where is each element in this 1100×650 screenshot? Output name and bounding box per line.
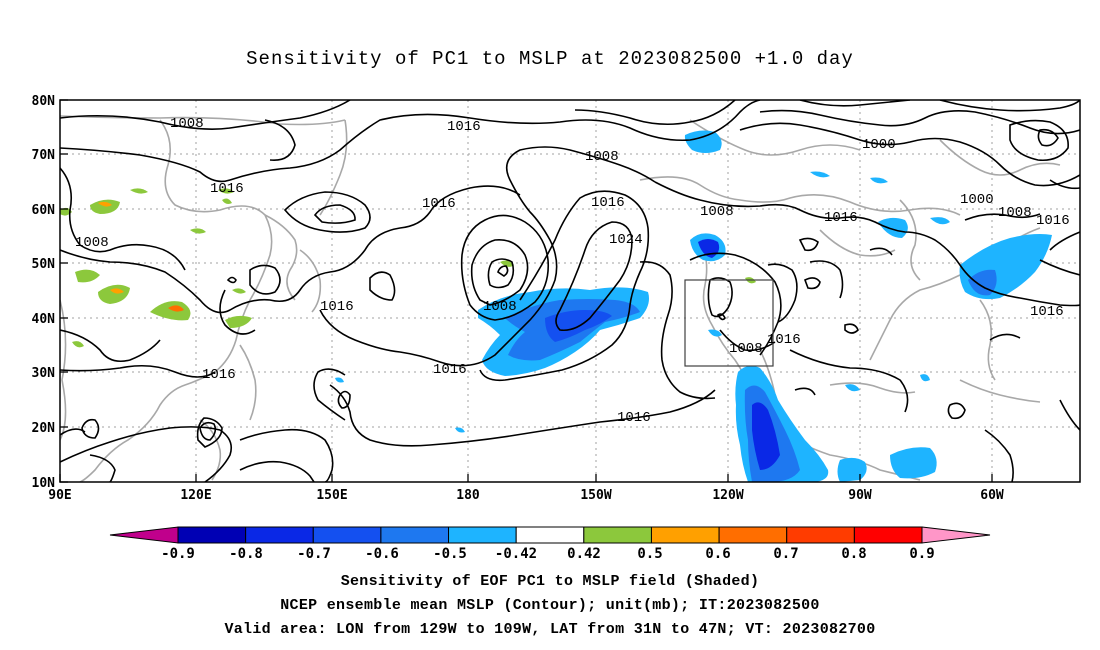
colorbar [109,526,991,544]
footer-line-2: NCEP ensemble mean MSLP (Contour); unit(… [280,597,820,614]
lat-label: 40N [32,312,56,327]
colorbar-labels: -0.9 -0.8 -0.7 -0.6 -0.5 -0.42 0.42 0.5 … [161,546,935,562]
footer-line-3: Valid area: LON from 129W to 109W, LAT f… [224,621,876,638]
colorbar-label: -0.42 [495,546,537,562]
contour-label: 1016 [447,119,481,135]
lat-label: 20N [32,421,56,436]
colorbar-box [312,526,382,544]
contour-label: 1016 [422,196,456,212]
lat-label: 50N [32,257,56,272]
lat-label: 10N [32,476,56,491]
lon-label: 150E [316,488,347,503]
negative-shading [335,130,1052,482]
contour-label: 1016 [1036,213,1070,229]
colorbar-box [245,526,314,544]
colorbar-box [786,526,855,544]
colorbar-box [650,526,720,544]
lon-label: 120E [180,488,211,503]
contour-label: 1008 [585,149,619,165]
contour-label: 1016 [320,299,354,315]
axis-ticks [59,99,993,483]
contour-label: 1016 [433,362,467,378]
contour-label: 1016 [767,332,801,348]
lat-label: 70N [32,148,56,163]
colorbar-box [177,526,247,544]
contour-label: 1008 [700,204,734,220]
colorbar-label: 0.6 [705,546,730,562]
contour-label: 1008 [170,116,204,132]
contour-label: 1008 [729,341,763,357]
contour-label: 1000 [862,137,896,153]
contour-label: 1008 [483,299,517,315]
contour-label: 1016 [202,367,236,383]
mslp-contours [60,100,1080,482]
colorbar-label: 0.9 [909,546,934,562]
colorbar-label: -0.6 [365,546,399,562]
colorbar-label: -0.5 [433,546,467,562]
colorbar-box [583,526,652,544]
map-frame [59,99,1081,483]
contour-label: 1000 [960,192,994,208]
positive-shading [60,188,756,348]
contour-label: 1016 [591,195,625,211]
colorbar-box [718,526,788,544]
footer-line-1: Sensitivity of EOF PC1 to MSLP field (Sh… [340,573,760,590]
colorbar-box [448,526,517,544]
colorbar-label: -0.7 [297,546,331,562]
lon-label: 180 [456,488,480,503]
map-title: Sensitivity of PC1 to MSLP at 2023082500… [246,48,854,70]
longitude-labels: 90E 120E 150E 180 150W 120W 90W 60W [48,488,1004,503]
colorbar-label: -0.9 [161,546,195,562]
colorbar-right-triangle [921,526,991,544]
colorbar-left-triangle [109,526,179,544]
lon-label: 60W [980,488,1004,503]
map-area [60,100,1080,482]
valid-area-box [684,279,774,367]
lon-label: 120W [712,488,743,503]
colorbar-label: 0.8 [841,546,866,562]
lat-label: 80N [32,94,56,109]
contour-label: 1008 [998,205,1032,221]
lon-label: 150W [580,488,611,503]
colorbar-label: 0.42 [567,546,601,562]
colorbar-label: -0.8 [229,546,263,562]
colorbar-label: 0.5 [637,546,662,562]
lat-label: 30N [32,366,56,381]
contour-label: 1016 [824,210,858,226]
colorbar-box [515,526,585,544]
contour-label: 1016 [617,410,651,426]
colorbar-label: 0.7 [773,546,798,562]
lat-label: 60N [32,203,56,218]
colorbar-box [853,526,923,544]
lon-label: 90E [48,488,71,503]
contour-label: 1008 [75,235,109,251]
lon-label: 90W [848,488,872,503]
contour-labels: 1008 1016 1008 1000 1016 1016 1016 1008 … [75,116,1070,426]
contour-label: 1016 [1030,304,1064,320]
contour-label: 1016 [210,181,244,197]
colorbar-box [380,526,450,544]
contour-label: 1024 [609,232,643,248]
latitude-labels: 80N 70N 60N 50N 40N 30N 20N 10N [32,94,56,491]
